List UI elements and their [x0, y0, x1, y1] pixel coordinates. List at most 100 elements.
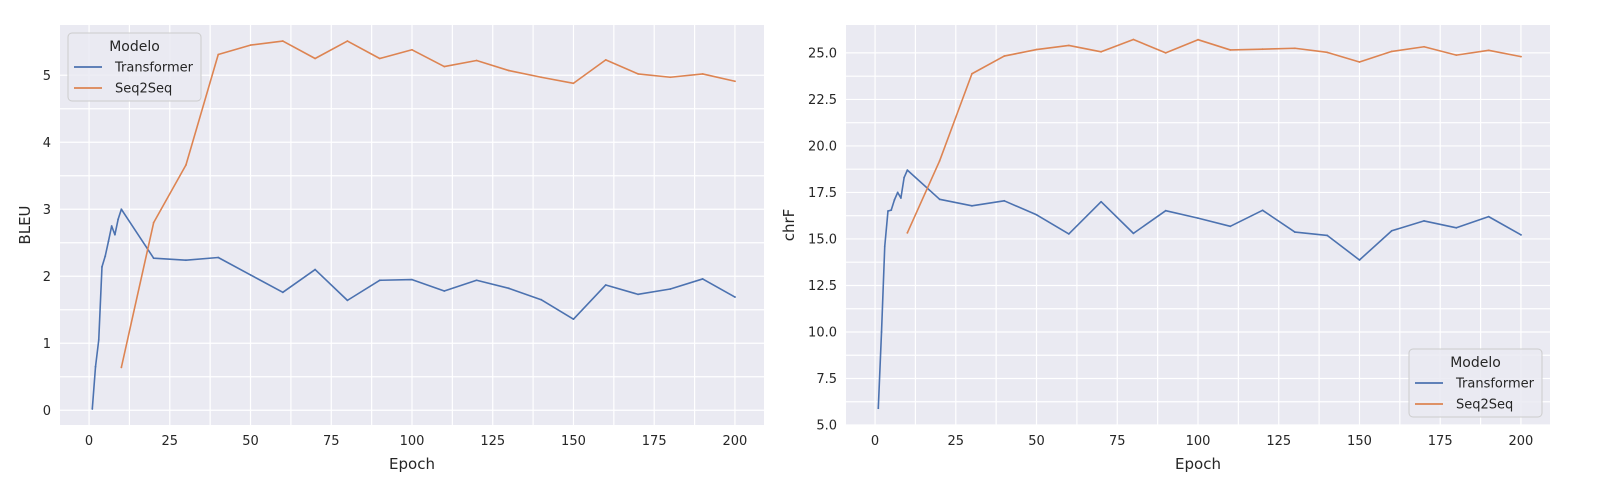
data-point-transformer: [217, 256, 220, 259]
x-tick-label: 175: [1428, 434, 1453, 449]
data-point-seq2seq: [281, 40, 284, 42]
data-point-transformer: [120, 208, 123, 211]
data-point-transformer: [701, 278, 704, 280]
data-point-seq2seq: [938, 159, 941, 162]
data-point-seq2seq: [604, 58, 607, 61]
y-tick-label: 20.0: [808, 139, 837, 154]
data-point-transformer: [1067, 233, 1070, 235]
data-point-transformer: [669, 288, 672, 290]
y-axis-label: chrF: [780, 209, 798, 242]
data-point-seq2seq: [411, 48, 413, 51]
data-point-transformer: [314, 268, 317, 271]
data-point-seq2seq: [443, 65, 446, 68]
data-point-seq2seq: [152, 221, 155, 224]
data-point-transformer: [1261, 209, 1264, 212]
x-axis-label: Epoch: [389, 455, 435, 473]
data-point-transformer: [1293, 231, 1296, 233]
data-point-transformer: [507, 287, 510, 290]
y-tick-label: 17.5: [808, 186, 837, 201]
data-point-transformer: [877, 407, 880, 410]
series-line-seq2seq: [120, 40, 736, 369]
data-point-seq2seq: [1003, 55, 1006, 57]
legend-label-transformer: Transformer: [1455, 377, 1535, 392]
x-tick-label: 150: [1347, 434, 1372, 449]
x-tick-label: 125: [1266, 434, 1291, 449]
x-tick-label: 75: [323, 434, 340, 449]
data-point-transformer: [572, 318, 575, 321]
data-point-transformer: [893, 198, 896, 201]
data-point-seq2seq: [1100, 50, 1103, 53]
legend-box: [67, 32, 202, 102]
data-point-seq2seq: [185, 164, 187, 166]
y-tick-label: 3: [43, 203, 51, 218]
data-point-seq2seq: [1261, 48, 1264, 51]
data-point-transformer: [1326, 234, 1329, 237]
y-tick-label: 0: [43, 404, 51, 419]
data-point-transformer: [971, 204, 973, 207]
y-tick-label: 5.0: [816, 419, 837, 434]
x-tick-label: 200: [1509, 434, 1534, 449]
legend-label-seq2seq: Seq2Seq: [1456, 398, 1513, 413]
y-tick-label: 25.0: [808, 46, 837, 61]
data-point-seq2seq: [507, 69, 510, 72]
data-point-seq2seq: [1197, 38, 1199, 41]
data-point-transformer: [1358, 259, 1361, 261]
x-tick-label: 150: [561, 434, 586, 449]
x-tick-label: 50: [242, 434, 259, 449]
data-point-transformer: [152, 257, 155, 260]
data-point-transformer: [94, 365, 97, 368]
data-point-seq2seq: [1358, 61, 1361, 63]
data-point-transformer: [906, 169, 909, 172]
y-tick-label: 7.5: [816, 372, 837, 387]
x-tick-label: 0: [871, 434, 879, 449]
chart-panel-2: 0 25 50 75 100 125 150 175 200 5.0 7.5 10.0 12.5 15.0…: [780, 25, 1550, 473]
y-tick-label: 2: [43, 270, 51, 285]
data-point-seq2seq: [906, 231, 909, 234]
data-point-transformer: [104, 255, 107, 258]
data-point-transformer: [896, 191, 899, 194]
data-point-transformer: [97, 339, 100, 341]
x-tick-label: 175: [642, 434, 667, 449]
data-point-transformer: [1229, 225, 1232, 228]
data-point-seq2seq: [217, 53, 220, 56]
y-tick-label: 22.5: [808, 93, 837, 108]
data-point-transformer: [411, 278, 413, 281]
data-point-transformer: [1423, 220, 1425, 222]
legend-title: Modelo: [1450, 355, 1501, 371]
data-point-seq2seq: [572, 82, 575, 85]
data-point-transformer: [890, 209, 893, 212]
data-point-transformer: [903, 176, 906, 179]
data-point-transformer: [1390, 229, 1393, 232]
x-axis-label: Epoch: [1175, 455, 1221, 473]
x-tick-label: 100: [400, 434, 425, 449]
data-point-seq2seq: [249, 44, 252, 47]
y-axis-label: BLEU: [16, 205, 34, 244]
legend: Modelo Transformer Seq2Seq: [1408, 348, 1543, 418]
legend-title: Modelo: [109, 39, 160, 55]
data-point-seq2seq: [540, 76, 543, 79]
data-point-transformer: [1132, 232, 1135, 235]
data-point-transformer: [734, 296, 736, 298]
data-point-seq2seq: [1229, 49, 1232, 51]
data-point-seq2seq: [1326, 51, 1329, 54]
data-point-transformer: [1003, 199, 1006, 202]
data-point-seq2seq: [475, 59, 478, 62]
data-point-seq2seq: [314, 57, 317, 60]
data-point-transformer: [637, 293, 639, 296]
data-point-transformer: [1520, 233, 1522, 236]
data-point-seq2seq: [637, 73, 639, 75]
x-tick-label: 50: [1028, 434, 1045, 449]
data-point-transformer: [1455, 226, 1458, 229]
x-tick-label: 25: [162, 434, 179, 449]
data-point-transformer: [899, 197, 902, 199]
y-tick-label: 10.0: [808, 325, 837, 340]
data-point-transformer: [540, 298, 543, 301]
data-point-seq2seq: [1520, 55, 1522, 58]
data-point-seq2seq: [1132, 38, 1135, 41]
data-point-transformer: [883, 245, 886, 248]
x-tick-label: 25: [948, 434, 965, 449]
x-tick-label: 200: [723, 434, 748, 449]
chart-panel-1: 0 25 50 75 100 125 150 175 200 0 1 2 3 4 5 Epoch BLEU Mod…: [16, 25, 764, 473]
